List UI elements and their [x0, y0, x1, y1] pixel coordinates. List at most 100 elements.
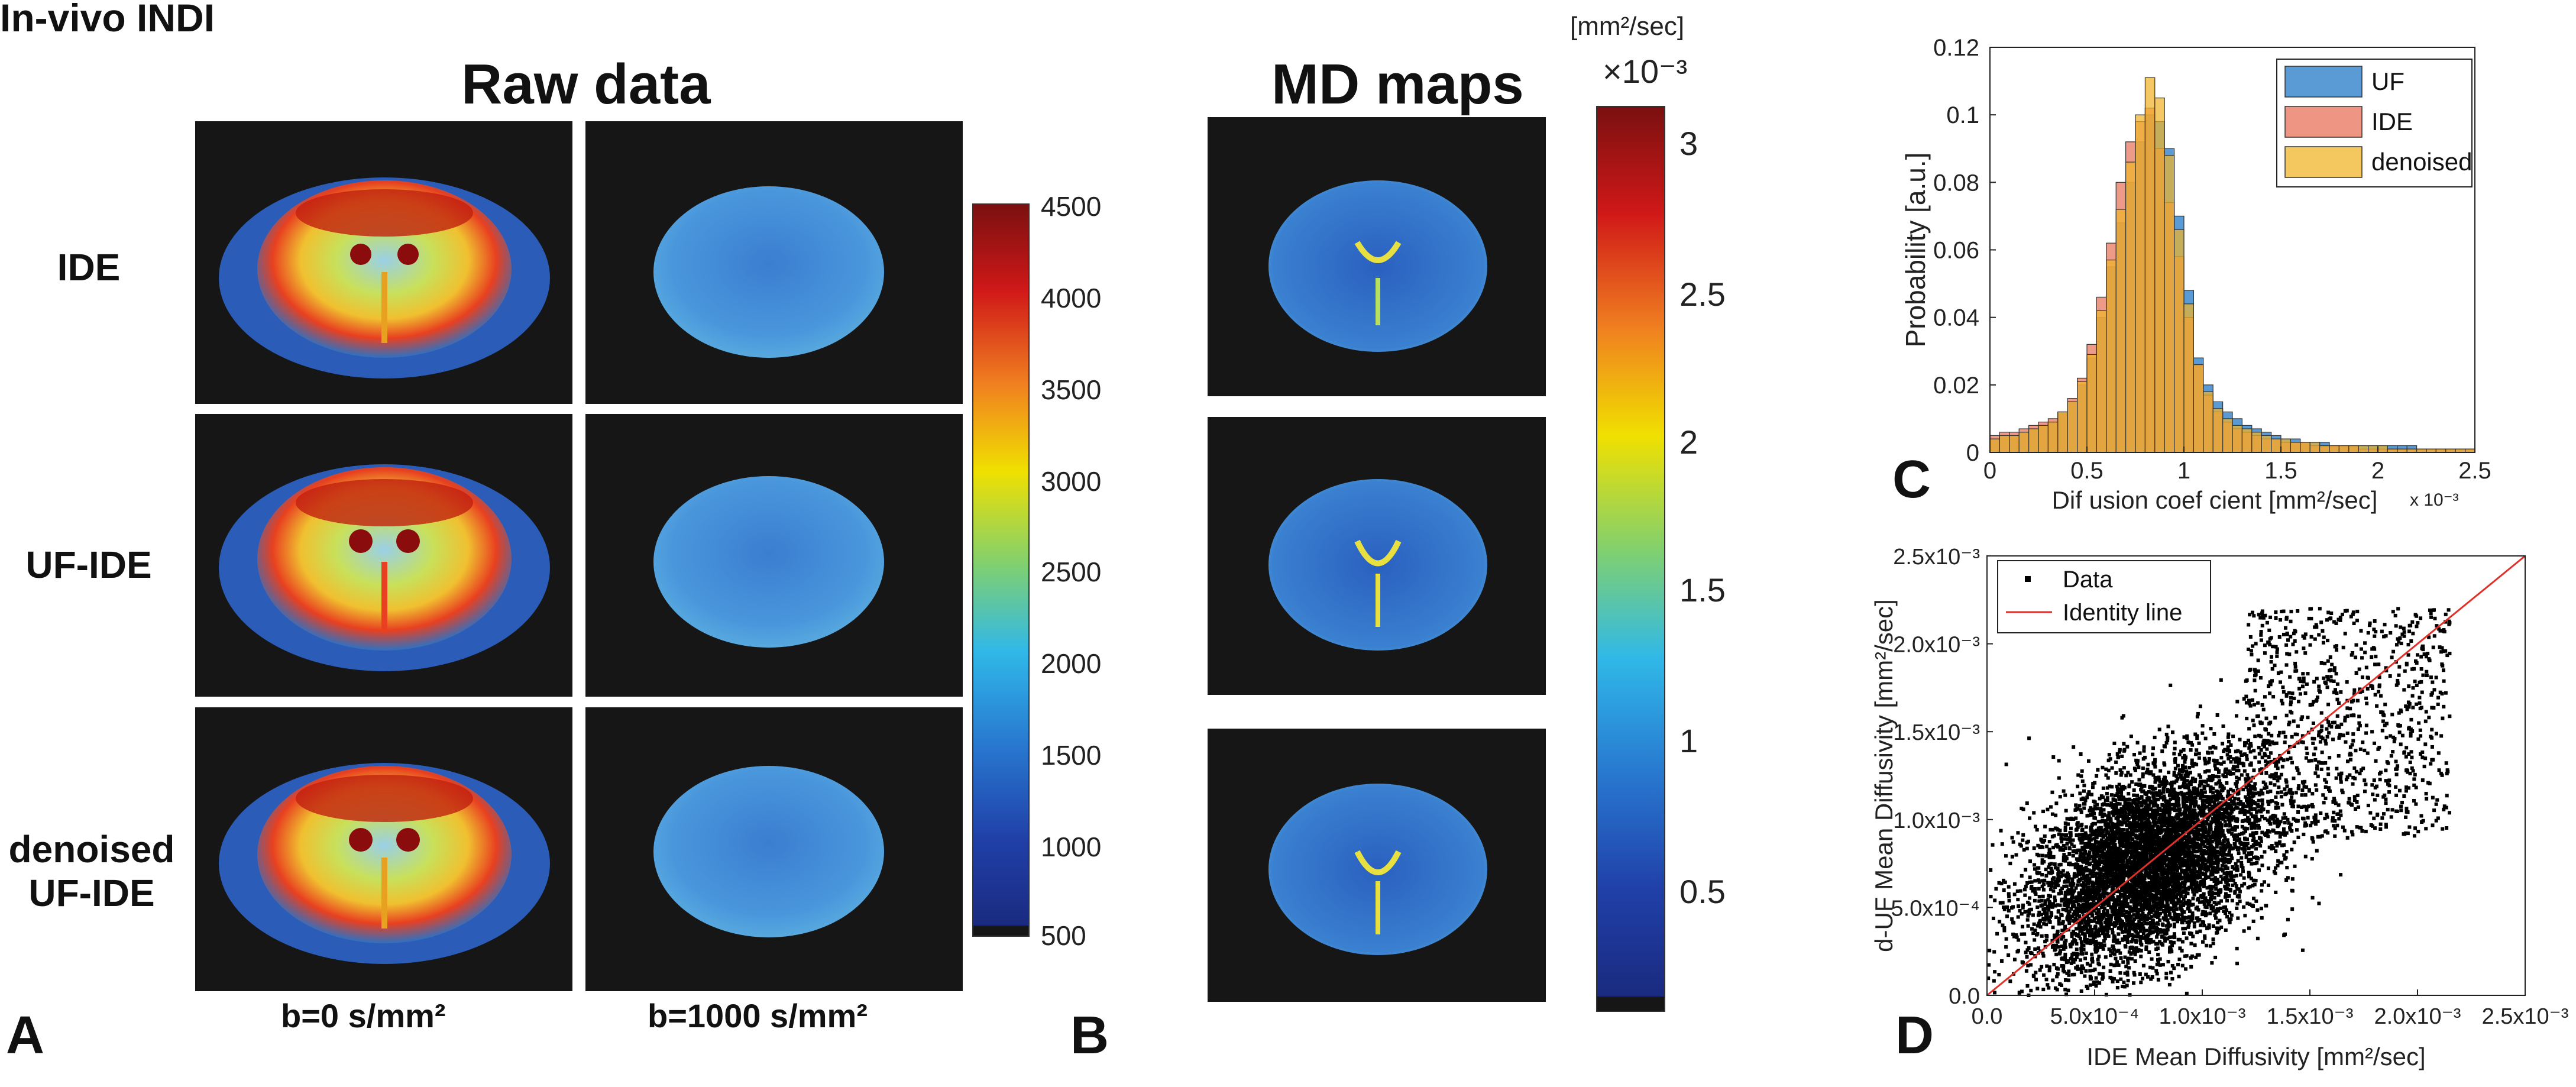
- scatter-point: [2185, 920, 2189, 924]
- scatter-point: [2092, 980, 2096, 984]
- scatter-point: [2297, 771, 2301, 775]
- scatter-point: [2234, 839, 2238, 843]
- scatter-point: [2218, 816, 2222, 820]
- scatter-point: [2066, 871, 2070, 875]
- scatter-point: [2077, 895, 2082, 900]
- scatter-point: [2084, 825, 2088, 829]
- scatter-point: [2166, 736, 2170, 740]
- scatter-point: [2047, 847, 2051, 852]
- scatter-point: [2199, 894, 2203, 898]
- scatter-point: [2213, 810, 2218, 814]
- scatter-point: [2083, 898, 2087, 902]
- scatter-point: [2135, 762, 2140, 766]
- scatter-point: [2045, 915, 2049, 919]
- scatter-point: [2148, 869, 2152, 874]
- scatter-point: [2111, 813, 2115, 817]
- scatter-point: [2209, 877, 2213, 881]
- scatter-point: [2247, 738, 2251, 742]
- scatter-point: [2045, 911, 2049, 915]
- scatter-point: [2127, 817, 2131, 821]
- cb-raw-tick: 2000: [1041, 648, 1102, 679]
- scatter-point: [2202, 882, 2206, 887]
- scatter-point: [2063, 952, 2067, 956]
- scatter-point: [2086, 941, 2090, 945]
- scatter-point: [2232, 834, 2236, 838]
- scatter-point: [2120, 862, 2124, 866]
- scatter-point: [2152, 875, 2156, 879]
- scatter-point: [2158, 911, 2162, 915]
- scatter-point: [2310, 895, 2315, 900]
- scatter-point: [2041, 888, 2046, 892]
- scatter-point: [2188, 840, 2192, 845]
- scatter-point: [1997, 881, 2001, 885]
- scatter-point: [2275, 844, 2279, 848]
- scatter-point: [2215, 823, 2219, 827]
- scatter-point: [2068, 831, 2072, 835]
- scatter-point: [2132, 970, 2136, 975]
- scatter-point: [2094, 984, 2098, 988]
- scatter-point: [2266, 760, 2270, 764]
- scatter-point: [2191, 858, 2195, 862]
- scatter-point: [2187, 920, 2192, 924]
- scatter-point: [2101, 814, 2105, 818]
- scatter-point: [2243, 914, 2247, 918]
- scatter-point: [2207, 926, 2211, 930]
- scatter-point: [2124, 915, 2128, 919]
- scatter-point: [2245, 837, 2249, 841]
- scatter-point: [2186, 904, 2190, 908]
- scatter-point: [2158, 918, 2162, 922]
- scatter-point: [2151, 827, 2155, 831]
- scatter-point: [2147, 790, 2151, 794]
- scatter-point: [2148, 887, 2152, 891]
- scatter-point: [2293, 864, 2297, 868]
- scatter-point: [2027, 736, 2031, 740]
- scatter-point: [2201, 827, 2205, 831]
- scatter-point: [2189, 748, 2193, 752]
- scatter-point: [2282, 853, 2286, 857]
- scatter-point: [2292, 777, 2296, 781]
- scatter-point: [2088, 983, 2092, 987]
- scatter-point: [2158, 814, 2163, 818]
- scatter-point: [2027, 911, 2031, 915]
- scatter-point: [2110, 785, 2114, 789]
- scatter-point: [2018, 842, 2022, 846]
- scatter-point: [2271, 814, 2275, 818]
- scatter-point: [2087, 885, 2091, 889]
- scatter-point: [2218, 792, 2222, 797]
- scatter-point: [2085, 886, 2089, 890]
- scatter-point: [2244, 781, 2248, 785]
- scatter-point: [2141, 833, 2145, 837]
- scatter-point: [2059, 888, 2063, 892]
- scatter-point: [2225, 794, 2229, 798]
- scatter-point: [2305, 746, 2309, 750]
- scatter-point: [2131, 938, 2135, 942]
- scatter-point: [2148, 800, 2153, 804]
- scatter-point: [2177, 975, 2181, 979]
- scatter-point: [2173, 781, 2177, 785]
- scatter-point: [2197, 872, 2201, 876]
- scatter-point: [2098, 872, 2102, 876]
- scatter-point: [2189, 918, 2193, 922]
- scatter-point: [2123, 971, 2127, 975]
- scatter-point: [2260, 798, 2264, 803]
- scatter-point: [2228, 821, 2232, 825]
- scatter-point: [2197, 811, 2201, 815]
- scatter-point: [2186, 858, 2190, 862]
- scatter-point: [2155, 776, 2159, 780]
- scatter-point: [2028, 880, 2032, 884]
- scatter-point: [2139, 788, 2143, 792]
- scatter-point: [2118, 859, 2122, 863]
- scatter-point: [2162, 814, 2166, 819]
- scatter-point: [2112, 977, 2117, 981]
- scatter-point: [2010, 855, 2014, 859]
- scatter-point: [2148, 821, 2152, 826]
- scatter-point: [2106, 929, 2110, 933]
- scatter-point: [2185, 865, 2189, 869]
- scatter-point: [2161, 910, 2166, 914]
- scatter-point: [2260, 855, 2264, 859]
- scatter-point: [2203, 866, 2207, 870]
- scatter-point: [2102, 930, 2106, 934]
- scatter-point: [2169, 915, 2173, 920]
- scatter-point: [2119, 773, 2123, 777]
- scatter-point: [2257, 823, 2261, 827]
